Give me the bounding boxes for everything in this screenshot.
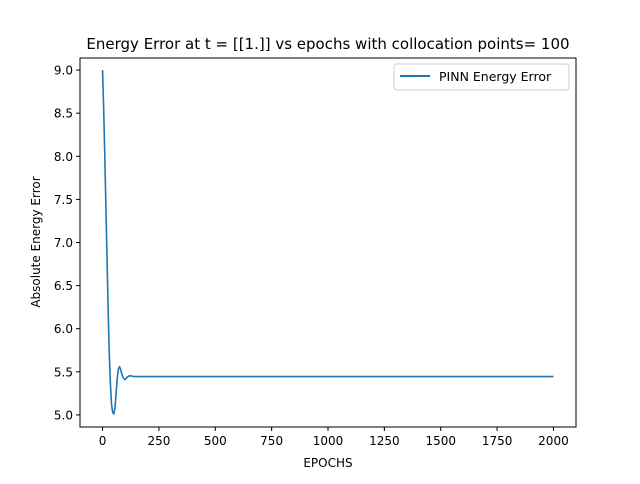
x-tick-label: 1500 [425, 434, 456, 448]
series-line-0 [101, 70, 554, 415]
y-tick-label: 8.0 [54, 150, 73, 164]
y-tick-label: 5.5 [54, 365, 73, 379]
x-tick-label: 500 [204, 434, 227, 448]
series-layer [101, 70, 554, 415]
x-axis-label: EPOCHS [303, 456, 352, 470]
y-tick-label: 7.5 [54, 193, 73, 207]
x-tick-label: 2000 [538, 434, 569, 448]
y-tick-label: 6.5 [54, 279, 73, 293]
x-axis-ticks: 0 250 500 750 1000 1250 1500 1750 2000 [99, 427, 569, 448]
legend-box [393, 63, 570, 91]
x-tick-label: 250 [147, 434, 170, 448]
y-tick-label: 8.5 [54, 107, 73, 121]
legend-label: PINN Energy Error [439, 69, 552, 84]
x-tick-label: 0 [99, 434, 107, 448]
chart-title: Energy Error at t = [[1.]] vs epochs wit… [86, 35, 569, 53]
y-axis-ticks: 5.0 5.5 6.0 6.5 7.0 7.5 8.0 8.5 9.0 [54, 64, 80, 422]
x-tick-label: 1000 [313, 434, 344, 448]
x-tick-label: 1250 [369, 434, 400, 448]
y-tick-label: 9.0 [54, 64, 73, 78]
y-tick-label: 6.0 [54, 322, 73, 336]
legend: PINN Energy Error [393, 63, 570, 91]
y-tick-label: 5.0 [54, 408, 73, 422]
plot-frame [79, 57, 577, 428]
x-tick-label: 1750 [482, 434, 513, 448]
y-tick-label: 7.0 [54, 236, 73, 250]
x-tick-label: 750 [260, 434, 283, 448]
y-axis-label: Absolute Energy Error [29, 176, 43, 307]
